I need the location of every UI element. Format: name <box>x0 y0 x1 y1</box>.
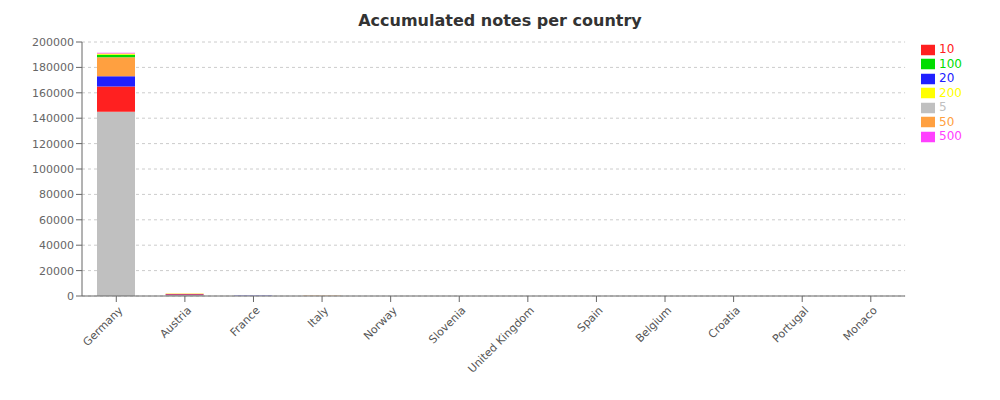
svg-text:Monaco: Monaco <box>841 304 881 344</box>
svg-text:60000: 60000 <box>39 214 74 227</box>
svg-text:Portugal: Portugal <box>770 304 811 345</box>
html-text:10: 10 <box>939 42 955 56</box>
svg-text:40000: 40000 <box>39 239 74 252</box>
html-text:200: 200 <box>939 85 962 100</box>
svg-text:140000: 140000 <box>32 112 74 125</box>
html-text:50: 50 <box>939 114 955 129</box>
svg-text:Belgium: Belgium <box>633 304 674 345</box>
html-text:100: 100 <box>939 56 962 71</box>
svg-text:80000: 80000 <box>39 188 74 201</box>
svg-text:20000: 20000 <box>39 265 74 278</box>
html-text:20: 20 <box>939 71 955 85</box>
svg-text:Slovenia: Slovenia <box>426 304 468 346</box>
svg-text:180000: 180000 <box>32 61 74 74</box>
html-text:500: 500 <box>939 129 962 143</box>
svg-text:Austria: Austria <box>157 304 194 341</box>
svg-text:160000: 160000 <box>32 87 74 100</box>
svg-text:0: 0 <box>67 290 74 303</box>
svg-text:Norway: Norway <box>361 304 400 343</box>
svg-text:Germany: Germany <box>81 304 126 349</box>
svg-text:United Kingdom: United Kingdom <box>465 304 537 376</box>
html-text:5: 5 <box>939 100 947 114</box>
svg-text:Croatia: Croatia <box>706 304 743 341</box>
html-text:Accumulated notes per country: Accumulated notes per country <box>358 11 642 30</box>
svg-text:Spain: Spain <box>575 304 606 335</box>
svg-text:200000: 200000 <box>32 36 74 49</box>
svg-text:Italy: Italy <box>305 304 331 330</box>
svg-text:France: France <box>228 304 263 339</box>
svg-text:120000: 120000 <box>32 138 74 151</box>
svg-text:100000: 100000 <box>32 163 74 176</box>
